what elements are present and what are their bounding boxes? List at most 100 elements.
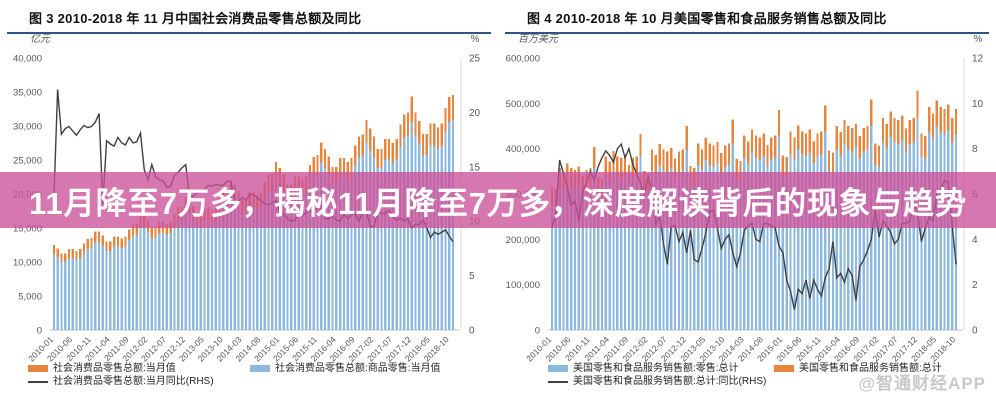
bar: [116, 246, 120, 330]
legend-row: 社会消费品零售总额:当月同比(RHS): [28, 375, 441, 388]
bar: [912, 142, 915, 330]
bar: [673, 178, 677, 330]
bar: [666, 171, 669, 330]
bar: [762, 156, 765, 330]
bar: [350, 176, 353, 330]
bar: [681, 170, 684, 330]
bar: [418, 143, 421, 330]
bar: [593, 168, 596, 330]
bar: [252, 207, 255, 330]
bar: [109, 250, 112, 330]
left-axis-tick: 35,000: [13, 88, 42, 99]
bar: [827, 171, 831, 330]
legend-item: 社会消费品零售总额:当月值: [28, 362, 250, 375]
legend-label: 美国零售和食品服务销售额:总计: [799, 363, 942, 374]
bar-swatch-icon: [250, 365, 270, 372]
headline-banner: 11月降至7万多，揭秘11月降至7万多，深度解读背后的现象与趋势: [0, 172, 996, 228]
left-axis-tick: 15,000: [13, 224, 42, 235]
bar: [908, 144, 912, 330]
bar: [203, 220, 206, 330]
watermark: @智通财经APP: [858, 374, 986, 393]
bar: [920, 156, 923, 330]
right-axis-tick: 15: [469, 162, 481, 173]
bar: [139, 227, 142, 330]
legend-label: 社会消费品零售总额:当月同比(RHS): [53, 376, 214, 387]
bar: [924, 158, 927, 330]
legend-row: 美国零售和食品服务销售额:总计:同比(RHS): [548, 375, 942, 388]
bar: [395, 159, 398, 330]
bar: [723, 166, 727, 330]
bar: [754, 157, 758, 330]
bar: [901, 140, 904, 330]
bar: [716, 163, 719, 330]
bar: [52, 254, 56, 330]
bar: [866, 149, 869, 330]
bar: [391, 162, 394, 330]
bar-swatch-icon: [28, 365, 48, 372]
right-axis-tick: 0: [972, 326, 978, 337]
bar: [320, 162, 323, 330]
bar: [64, 261, 67, 330]
us-chart-legend: 美国零售和食品服务销售额:零售:总计 美国零售和食品服务销售额:总计 美国零售和食品…: [548, 362, 942, 388]
bar: [218, 212, 221, 330]
bar: [816, 156, 819, 330]
bar: [785, 177, 788, 330]
bar: [800, 154, 804, 330]
bar: [627, 183, 631, 330]
bar: [935, 126, 938, 331]
bar: [858, 158, 862, 330]
bar: [620, 177, 623, 330]
bar: [831, 172, 835, 330]
bar: [97, 241, 101, 330]
bar: [562, 191, 565, 330]
bar: [372, 157, 376, 330]
bar: [854, 147, 858, 330]
left-axis-tick: 100,000: [506, 280, 540, 291]
bar: [789, 154, 792, 330]
bar: [282, 191, 285, 330]
bar: [56, 257, 59, 330]
china-chart-legend: 社会消费品零售总额:当月值 社会消费品零售总额:商品零售:当月值 社会消费品零售总额…: [28, 362, 441, 388]
bar: [199, 226, 202, 330]
bar: [677, 171, 681, 330]
bar: [259, 207, 263, 330]
bar: [774, 157, 777, 330]
left-axis-tick: 25,000: [13, 156, 42, 167]
bar: [743, 157, 746, 330]
bar: [274, 179, 278, 330]
left-axis-tick: 0: [37, 326, 42, 337]
bar: [635, 176, 638, 330]
bar: [650, 170, 654, 330]
bar: [158, 233, 161, 330]
bar: [570, 186, 573, 330]
bar: [233, 200, 236, 330]
bar: [327, 174, 330, 330]
right-axis-tick: 8: [972, 144, 978, 155]
bar: [184, 211, 187, 330]
bar: [877, 166, 881, 330]
yoy-line: [551, 142, 957, 310]
bar: [697, 165, 700, 330]
bar: [346, 179, 349, 330]
bar: [646, 191, 650, 330]
bar: [195, 226, 199, 330]
bar: [939, 132, 942, 330]
bar: [161, 233, 165, 330]
bar: [585, 188, 588, 330]
right-axis-unit: %: [974, 34, 983, 45]
bar: [105, 250, 108, 330]
bar: [312, 175, 315, 330]
bar: [131, 235, 135, 330]
bar: [712, 166, 715, 330]
bar: [316, 173, 319, 330]
bar: [384, 159, 387, 330]
bar: [577, 185, 581, 330]
bar: [421, 155, 425, 330]
bar-swatch-icon: [774, 365, 794, 372]
bar: [797, 149, 800, 330]
bar: [79, 257, 82, 330]
bar-swatch-icon: [548, 365, 568, 372]
bar: [101, 245, 104, 330]
bar: [222, 206, 225, 330]
bar: [654, 175, 658, 330]
